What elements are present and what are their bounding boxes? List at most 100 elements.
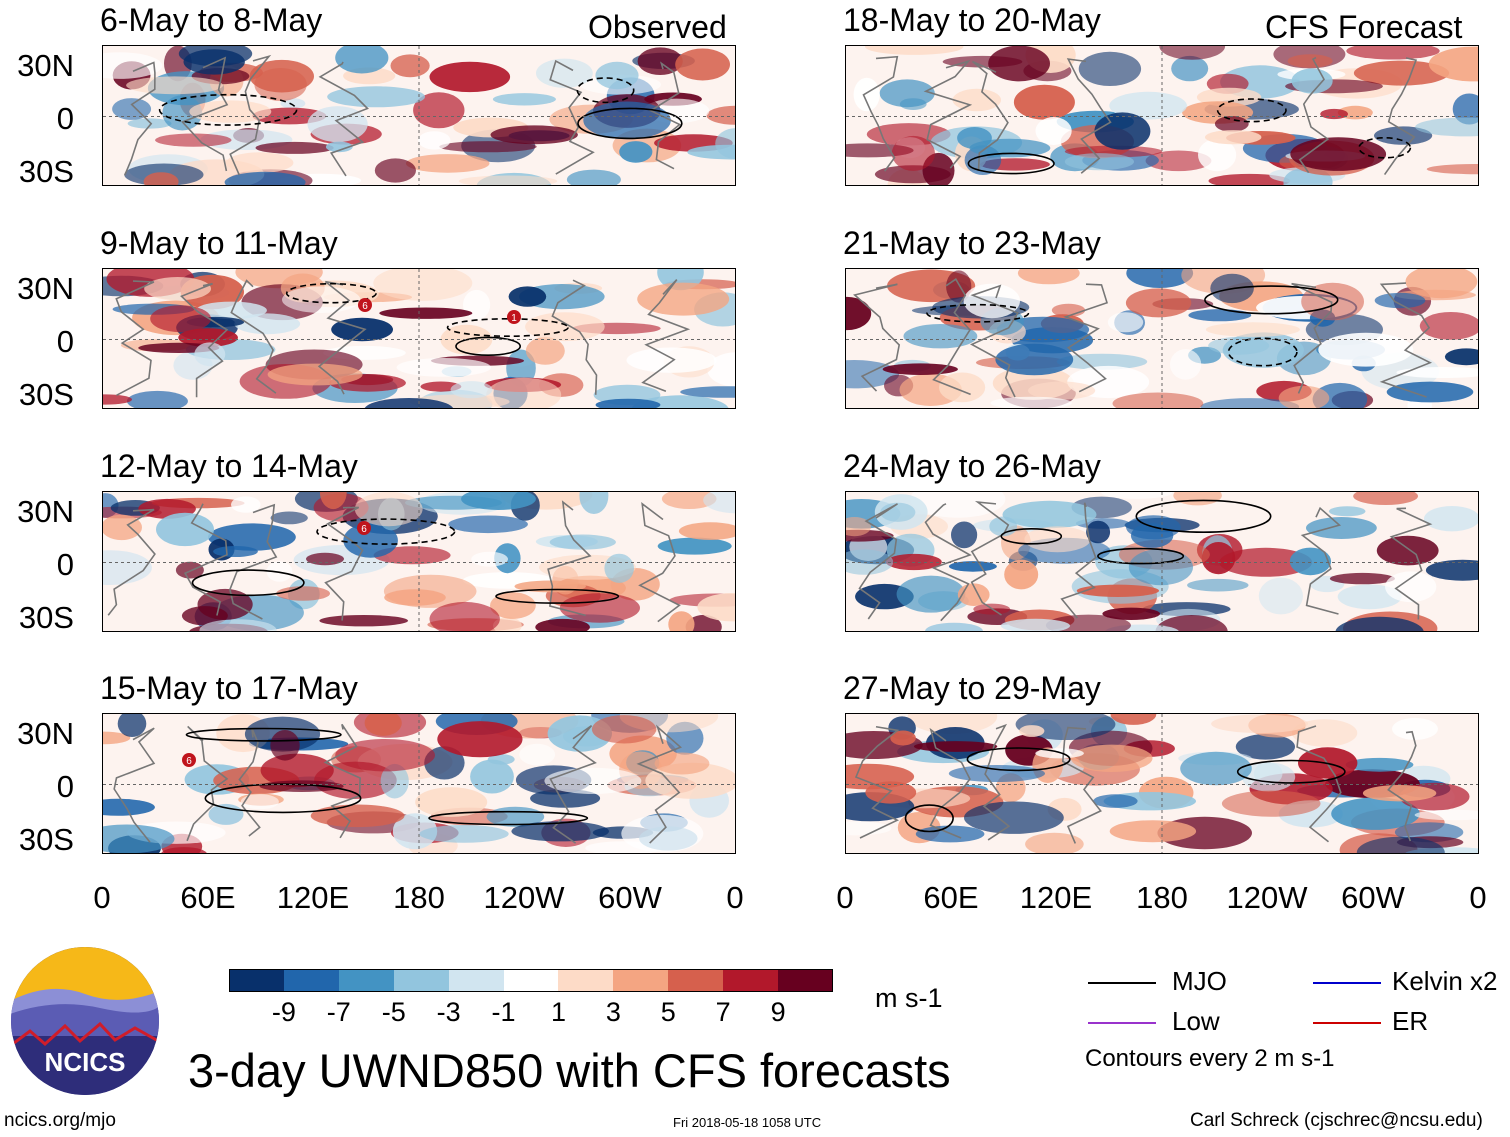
colorbar-unit: m s-1 xyxy=(875,983,943,1013)
logo-text: NCICS xyxy=(45,1047,126,1077)
wind-anomaly-blob xyxy=(208,803,244,825)
wind-anomaly-blob xyxy=(226,152,294,174)
wind-anomaly-blob xyxy=(559,593,640,623)
map-panel xyxy=(102,491,736,632)
wind-anomaly-blob xyxy=(604,553,634,583)
colorbar-swatch xyxy=(283,969,340,992)
wind-anomaly-blob xyxy=(213,546,258,557)
main-title: 3-day UWND850 with CFS forecasts xyxy=(188,1044,951,1097)
colorbar-tick-label: 1 xyxy=(550,997,566,1027)
wind-anomaly-blob xyxy=(319,492,347,510)
wind-anomaly-blob xyxy=(846,549,894,575)
panel-title: 6-May to 8-May xyxy=(100,2,323,38)
coastline xyxy=(547,500,592,617)
wind-anomaly-blob xyxy=(175,561,204,579)
wind-anomaly-blob xyxy=(1278,385,1330,408)
wind-anomaly-blob xyxy=(637,47,683,75)
lat-label: 30N xyxy=(17,494,74,529)
coastline xyxy=(862,55,899,172)
colorbar-tick-label: -1 xyxy=(491,997,516,1027)
coastline xyxy=(230,279,277,394)
wind-anomaly-blob xyxy=(1019,725,1045,737)
legend-kelvin-label: Kelvin x2 xyxy=(1392,966,1498,996)
wind-anomaly-blob xyxy=(327,86,425,108)
colorbar-swatch xyxy=(668,969,724,992)
wind-anomaly-blob xyxy=(1356,836,1445,853)
wind-anomaly-blob xyxy=(1426,164,1478,175)
colorbar-swatch xyxy=(393,969,450,992)
wind-anomaly-blob xyxy=(240,794,279,810)
map-panel xyxy=(102,268,736,409)
lon-label: 0 xyxy=(1469,880,1487,915)
lon-label: 60W xyxy=(1341,880,1405,915)
wind-anomaly-blob xyxy=(364,714,402,736)
wind-anomaly-blob xyxy=(373,546,451,565)
footer-url[interactable]: ncics.org/mjo xyxy=(4,1110,116,1131)
mjo-contour xyxy=(285,282,377,304)
mjo-contour xyxy=(185,727,342,742)
mjo-contour xyxy=(1358,137,1412,159)
coastline xyxy=(854,725,900,839)
wind-anomaly-blob xyxy=(354,492,423,527)
wind-anomaly-blob xyxy=(470,759,514,794)
wind-anomaly-blob xyxy=(260,753,334,788)
wind-anomaly-blob xyxy=(270,511,308,525)
wind-anomaly-blob xyxy=(1214,116,1249,132)
wind-anomaly-blob xyxy=(619,141,653,163)
wind-anomaly-blob xyxy=(1211,714,1309,734)
colorbar-tick-label: -3 xyxy=(436,997,461,1027)
coastline xyxy=(317,280,367,395)
wind-anomaly-blob xyxy=(1171,55,1209,82)
wind-anomaly-blob xyxy=(687,144,735,160)
wind-anomaly-blob xyxy=(1428,46,1478,82)
wind-anomaly-blob xyxy=(1035,117,1072,145)
wind-anomaly-blob xyxy=(706,105,735,125)
coastline xyxy=(636,724,683,844)
wind-anomaly-blob xyxy=(536,58,593,88)
wind-anomaly-blob xyxy=(1188,309,1252,322)
wind-anomaly-blob xyxy=(325,141,353,153)
coastline xyxy=(1300,506,1342,615)
wind-anomaly-blob xyxy=(595,398,661,408)
wind-anomaly-blob xyxy=(234,313,301,335)
lon-label: 120W xyxy=(1226,880,1308,915)
wind-anomaly-blob xyxy=(668,611,695,631)
colorbar-tick-label: 7 xyxy=(715,997,731,1027)
wind-anomaly-blob xyxy=(1424,506,1478,532)
coastline xyxy=(638,502,681,623)
wind-anomaly-blob xyxy=(373,269,473,301)
wind-anomaly-blob xyxy=(126,390,188,408)
coastline xyxy=(1291,282,1333,394)
wind-anomaly-blob xyxy=(525,337,565,365)
footer-timestamp: Fri 2018-05-18 1058 UTC xyxy=(673,1115,822,1130)
cfs-forecast-label: CFS Forecast xyxy=(1265,9,1463,45)
coastline xyxy=(1383,57,1418,176)
wind-anomaly-blob xyxy=(865,46,964,55)
wind-anomaly-blob xyxy=(685,614,722,631)
wind-anomaly-blob xyxy=(654,752,710,775)
panel-title: 18-May to 20-May xyxy=(843,2,1101,38)
colorbar-tick-label: -9 xyxy=(271,997,296,1027)
wind-anomaly-blob xyxy=(310,804,405,828)
wind-anomaly-blob xyxy=(661,492,717,509)
wind-anomaly-blob xyxy=(1035,748,1084,759)
map-panel xyxy=(845,491,1479,632)
wind-anomaly-blob xyxy=(1002,500,1097,529)
wind-anomaly-blob xyxy=(1004,559,1039,590)
wind-anomaly-blob xyxy=(1353,492,1418,505)
colorbar-tick-label: -5 xyxy=(381,997,406,1027)
wind-anomaly-blob xyxy=(995,343,1074,376)
wind-anomaly-blob xyxy=(490,125,578,145)
panel-title: 12-May to 14-May xyxy=(100,448,358,484)
map-panel xyxy=(845,45,1479,186)
wind-anomaly-blob xyxy=(150,305,211,333)
coastline xyxy=(180,282,229,398)
colorbar-swatch xyxy=(338,969,395,992)
coastline xyxy=(1060,502,1097,619)
coastline xyxy=(186,725,229,842)
mjo-contour xyxy=(1236,759,1346,784)
storm-label: 6 xyxy=(186,756,192,767)
wind-anomaly-blob xyxy=(418,131,451,150)
wind-anomaly-blob xyxy=(1076,584,1159,597)
colorbar-swatch xyxy=(613,969,669,992)
